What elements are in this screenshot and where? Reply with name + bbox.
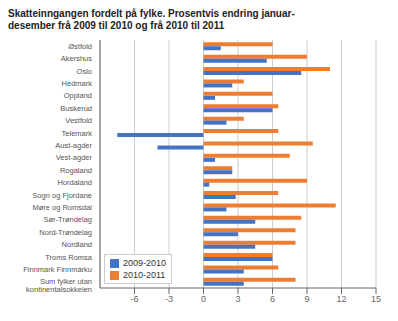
svg-text:6: 6 bbox=[270, 294, 275, 304]
svg-text:Hedmark: Hedmark bbox=[62, 79, 93, 88]
svg-text:0: 0 bbox=[201, 294, 206, 304]
svg-text:Aust-agder: Aust-agder bbox=[55, 141, 92, 150]
svg-text:Oslo: Oslo bbox=[77, 67, 92, 76]
svg-text:Buskerud: Buskerud bbox=[60, 104, 92, 113]
svg-text:9: 9 bbox=[304, 294, 309, 304]
svg-text:Nord-Trøndelag: Nord-Trøndelag bbox=[39, 228, 92, 237]
svg-text:Hordaland: Hordaland bbox=[57, 178, 92, 187]
svg-text:Vest-agder: Vest-agder bbox=[56, 153, 93, 162]
svg-text:Oppland: Oppland bbox=[64, 91, 92, 100]
svg-text:Vestfold: Vestfold bbox=[65, 116, 92, 125]
svg-text:12: 12 bbox=[336, 294, 346, 304]
svg-text:Sør-Trøndelag: Sør-Trøndelag bbox=[44, 215, 92, 224]
svg-text:Telemark: Telemark bbox=[62, 129, 93, 138]
svg-text:Rogaland: Rogaland bbox=[60, 166, 92, 175]
svg-text:Finnmark Finnmárku: Finnmark Finnmárku bbox=[23, 265, 92, 274]
svg-text:-3: -3 bbox=[165, 294, 173, 304]
html-text:Skatteinngangen fordelt på fyl: Skatteinngangen fordelt på fylke. Prosen… bbox=[8, 8, 295, 31]
svg-text:Troms Romsa: Troms Romsa bbox=[45, 253, 93, 262]
html-text:2010-2011: 2010-2011 bbox=[123, 270, 166, 280]
svg-text:Nordland: Nordland bbox=[62, 240, 92, 249]
svg-text:Møre og Romsdal: Møre og Romsdal bbox=[32, 203, 92, 212]
html-text:2009-2010: 2009-2010 bbox=[123, 258, 166, 268]
svg-text:Akershus: Akershus bbox=[61, 54, 93, 63]
svg-text:-6: -6 bbox=[130, 294, 138, 304]
svg-text:Sogn og Fjordane: Sogn og Fjordane bbox=[32, 191, 92, 200]
svg-text:15: 15 bbox=[371, 294, 381, 304]
svg-text:Sum fylker utankontinentalsokk: Sum fylker utankontinentalsokkelen bbox=[26, 277, 92, 294]
svg-text:3: 3 bbox=[235, 294, 240, 304]
svg-text:Østfold: Østfold bbox=[68, 42, 92, 51]
